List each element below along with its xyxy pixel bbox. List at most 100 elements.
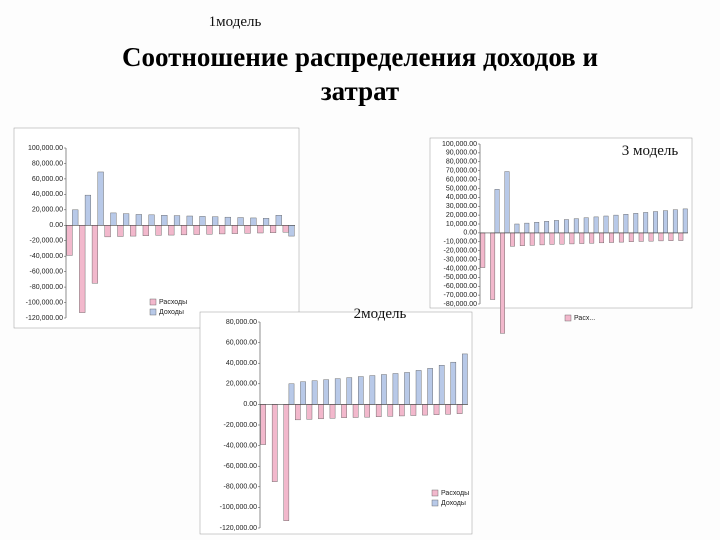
y-tick-label: 20,000.00 bbox=[226, 381, 257, 388]
bar bbox=[288, 383, 295, 405]
bar bbox=[212, 216, 219, 226]
bar bbox=[387, 404, 394, 417]
y-tick-label: 0.00 bbox=[49, 222, 63, 229]
bar bbox=[579, 232, 585, 244]
bar bbox=[427, 368, 433, 405]
bar bbox=[433, 404, 440, 415]
y-tick-label: 80,000.00 bbox=[226, 319, 257, 326]
y-tick-label: 0.00 bbox=[243, 401, 257, 408]
y-tick-label: 70,000.00 bbox=[446, 168, 477, 175]
chart: 100,000.00 80,000.00 60,000.00 40,000.00 20,… bbox=[13, 14, 300, 329]
y-tick-label: 100,000.00 bbox=[28, 145, 63, 152]
bar bbox=[589, 232, 595, 244]
y-tick-label: 60,000.00 bbox=[226, 339, 257, 346]
bar bbox=[510, 232, 515, 247]
bar bbox=[569, 232, 575, 245]
bar bbox=[271, 404, 278, 482]
bar bbox=[364, 404, 370, 418]
bar bbox=[539, 232, 545, 246]
bar bbox=[206, 225, 213, 235]
bar bbox=[609, 232, 614, 243]
bar bbox=[554, 220, 559, 234]
bar bbox=[79, 225, 86, 313]
legend-swatch bbox=[149, 298, 157, 306]
bar bbox=[519, 232, 525, 246]
bar bbox=[193, 225, 200, 235]
bar bbox=[563, 219, 569, 234]
bar bbox=[135, 214, 142, 226]
y-tick-label: -80,000.00 bbox=[224, 484, 258, 491]
bar bbox=[311, 380, 318, 405]
bar bbox=[173, 215, 181, 226]
y-tick-label: -10,000.00 bbox=[444, 239, 478, 246]
bar bbox=[283, 404, 290, 521]
bar bbox=[250, 217, 257, 226]
bar bbox=[334, 378, 341, 405]
y-tick-label: -80,000.00 bbox=[444, 301, 478, 308]
legend-label: Доходы bbox=[441, 500, 466, 507]
bar bbox=[148, 214, 155, 226]
bar bbox=[392, 373, 399, 405]
bar bbox=[653, 211, 658, 234]
legend-label: Доходы bbox=[159, 309, 184, 316]
bar bbox=[613, 214, 619, 234]
bar bbox=[262, 218, 270, 226]
legend-label: Расх... bbox=[574, 315, 595, 322]
legend-label: Расходы bbox=[159, 299, 187, 306]
y-tick-label: -70,000.00 bbox=[444, 292, 478, 299]
bar bbox=[186, 215, 193, 226]
y-tick-label: -120,000.00 bbox=[26, 315, 63, 322]
bar bbox=[130, 225, 137, 237]
bar bbox=[603, 215, 609, 234]
bar bbox=[275, 215, 282, 226]
bar bbox=[648, 232, 654, 242]
y-tick-label: -100,000.00 bbox=[220, 504, 257, 511]
y-tick-label: 40,000.00 bbox=[226, 360, 257, 367]
y-tick-label: -40,000.00 bbox=[224, 442, 258, 449]
bar bbox=[282, 225, 289, 233]
chart: 100,000.00 90,000.00 80,000.00 70,000.0060,… bbox=[429, 137, 693, 334]
bar bbox=[161, 215, 168, 226]
bar bbox=[244, 225, 251, 234]
bar bbox=[559, 232, 565, 245]
bar bbox=[529, 232, 535, 246]
chart-area bbox=[429, 137, 693, 309]
legend-swatch bbox=[149, 308, 157, 316]
bar bbox=[66, 225, 73, 256]
bar bbox=[104, 225, 111, 238]
y-tick-label: -120,000.00 bbox=[220, 525, 257, 532]
bar bbox=[618, 232, 624, 243]
y-tick-label: -20,000.00 bbox=[224, 422, 258, 429]
bar bbox=[260, 404, 266, 445]
bar bbox=[180, 225, 188, 236]
bar bbox=[97, 171, 104, 226]
bar bbox=[295, 404, 301, 421]
bar bbox=[422, 404, 428, 416]
bar bbox=[72, 209, 79, 226]
bar bbox=[237, 217, 244, 226]
bar bbox=[288, 225, 295, 237]
bar bbox=[599, 232, 605, 244]
bar bbox=[450, 361, 457, 405]
y-tick-label: 20,000.00 bbox=[32, 207, 63, 214]
bar bbox=[524, 222, 530, 234]
y-tick-label: -40,000.00 bbox=[444, 265, 478, 272]
title-line: затрат bbox=[321, 76, 399, 106]
bar bbox=[91, 225, 99, 284]
bar bbox=[628, 232, 634, 242]
y-tick-label: -80,000.00 bbox=[30, 284, 64, 291]
y-tick-label: 100,000.00 bbox=[442, 141, 477, 148]
y-tick-label: 40,000.00 bbox=[32, 191, 63, 198]
y-tick-label: -30,000.00 bbox=[444, 256, 478, 263]
chart-area bbox=[199, 311, 473, 535]
bar bbox=[269, 225, 277, 233]
legend-label: Расходы bbox=[441, 490, 469, 497]
y-tick-label: -40,000.00 bbox=[30, 253, 64, 260]
bar bbox=[410, 404, 417, 416]
bar bbox=[593, 216, 599, 234]
bar bbox=[456, 404, 463, 414]
bar bbox=[257, 225, 264, 234]
bar bbox=[375, 404, 382, 417]
bar bbox=[404, 372, 410, 405]
